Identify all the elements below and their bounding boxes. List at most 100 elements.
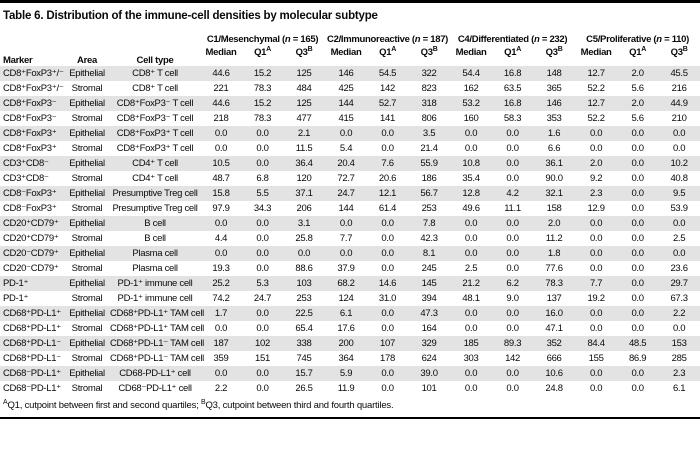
value-cell: 364 bbox=[338, 353, 354, 364]
value-cell: 0.0 bbox=[672, 323, 686, 334]
value-cell: 32.1 bbox=[545, 188, 563, 199]
value-cell: 0.0 bbox=[464, 308, 478, 319]
col-header-median: Median bbox=[330, 47, 362, 58]
value-cell: 10.6 bbox=[545, 368, 563, 379]
value-cell: 359 bbox=[213, 353, 229, 364]
marker-cell: CD8⁺FoxP3⁺ bbox=[3, 143, 57, 154]
marker-cell: CD68⁺PD-L1⁻ bbox=[3, 338, 61, 349]
value-cell: 7.7 bbox=[339, 233, 353, 244]
group-header-c4: C4/Differentiated (n = 232) bbox=[450, 29, 575, 45]
marker-cell: CD8⁺FoxP3⁻ bbox=[3, 113, 57, 124]
value-cell: 16.8 bbox=[503, 68, 522, 79]
group-header-c1: C1/Mesenchymal (n = 165) bbox=[200, 29, 325, 45]
value-cell: 36.4 bbox=[295, 158, 313, 169]
value-cell: 11.2 bbox=[545, 233, 563, 244]
value-cell: 11.5 bbox=[295, 143, 313, 154]
marker-cell: CD8⁻FoxP3⁺ bbox=[3, 188, 57, 199]
area-cell: Epithelial bbox=[69, 308, 105, 319]
value-cell: 0.0 bbox=[256, 368, 269, 379]
value-cell: 0.0 bbox=[631, 368, 644, 379]
value-cell: 0.0 bbox=[381, 233, 394, 244]
group-name: C4/Differentiated ( bbox=[457, 34, 534, 45]
value-cell: 142 bbox=[380, 83, 395, 94]
group-header-c2: C2/Immunoreactive (n = 187) bbox=[325, 29, 450, 45]
cell-type-cell: Presumptive Treg cell bbox=[112, 203, 198, 214]
value-cell: 125 bbox=[296, 68, 312, 79]
value-cell: 137 bbox=[546, 293, 562, 304]
area-cell: Stromal bbox=[71, 233, 103, 244]
cell-type-cell: CD68⁻PD-L1⁺ cell bbox=[118, 383, 192, 394]
cell-type-cell: CD8⁺ T cell bbox=[132, 68, 178, 79]
table-row: CD8⁺FoxP3⁺ Stromal CD8⁺FoxP3⁺ T cell 0.0 0.0… bbox=[0, 141, 700, 156]
value-cell: 42.3 bbox=[420, 233, 438, 244]
marker-cell: PD-1⁺ bbox=[3, 278, 29, 289]
value-cell: 0.0 bbox=[506, 368, 519, 379]
col-header-q3: Q3B bbox=[295, 45, 313, 58]
marker-cell: CD3⁺CD8⁻ bbox=[3, 173, 49, 184]
value-cell: 6.1 bbox=[339, 308, 353, 319]
cell-type-cell: CD8⁺FoxP3⁻ T cell bbox=[116, 98, 194, 109]
value-cell: 0.0 bbox=[631, 278, 644, 289]
col-header-marker: Marker bbox=[3, 55, 33, 66]
table-row: CD3⁺CD8⁻ Stromal CD4⁺ T cell 48.7 6.8 120 72.7… bbox=[0, 171, 700, 186]
value-cell: 187 bbox=[213, 338, 229, 349]
value-cell: 0.0 bbox=[214, 218, 228, 229]
value-cell: 52.7 bbox=[378, 98, 397, 109]
cell-type-cell: Presumptive Treg cell bbox=[112, 188, 198, 199]
value-cell: 624 bbox=[421, 353, 437, 364]
marker-cell: CD8⁺FoxP3⁺/⁻ bbox=[3, 68, 64, 79]
value-cell: 0.0 bbox=[589, 383, 603, 394]
value-cell: 0.0 bbox=[256, 218, 269, 229]
value-cell: 63.5 bbox=[503, 83, 522, 94]
table-row: CD8⁺FoxP3⁻ Stromal CD8⁺FoxP3⁻ T cell 218 78.… bbox=[0, 111, 700, 126]
table-row: CD8⁺FoxP3⁺/⁻ Stromal CD8⁺ T cell 221 78.3 484… bbox=[0, 81, 700, 96]
col-header-q1: Q1A bbox=[504, 45, 521, 58]
value-cell: 425 bbox=[338, 83, 354, 94]
value-cell: 285 bbox=[671, 353, 687, 364]
value-cell: 352 bbox=[546, 338, 562, 349]
value-cell: 221 bbox=[213, 83, 229, 94]
area-cell: Epithelial bbox=[69, 158, 105, 169]
cell-type-cell: CD68⁺PD-L1⁻ TAM cell bbox=[110, 338, 204, 349]
group-name: C2/Immunoreactive ( bbox=[327, 34, 415, 45]
value-cell: 6.2 bbox=[506, 278, 519, 289]
value-cell: 14.6 bbox=[378, 278, 397, 289]
cell-type-cell: PD-1⁺ immune cell bbox=[117, 278, 193, 289]
marker-cell: CD20⁻CD79⁺ bbox=[3, 263, 59, 274]
value-cell: 3.5 bbox=[422, 128, 436, 139]
area-cell: Epithelial bbox=[69, 368, 105, 379]
value-cell: 0.0 bbox=[589, 263, 603, 274]
cell-type-cell: PD-1⁺ immune cell bbox=[117, 293, 193, 304]
value-cell: 2.5 bbox=[672, 233, 686, 244]
value-cell: 216 bbox=[671, 83, 687, 94]
value-cell: 12.8 bbox=[462, 188, 480, 199]
value-cell: 0.0 bbox=[381, 263, 394, 274]
area-cell: Epithelial bbox=[69, 248, 105, 259]
value-cell: 24.8 bbox=[545, 383, 563, 394]
value-cell: 24.7 bbox=[337, 188, 355, 199]
value-cell: 101 bbox=[421, 383, 437, 394]
value-cell: 146 bbox=[338, 68, 354, 79]
value-cell: 0.0 bbox=[506, 233, 519, 244]
value-cell: 12.7 bbox=[587, 98, 605, 109]
value-cell: 19.3 bbox=[212, 263, 230, 274]
value-cell: 2.2 bbox=[214, 383, 228, 394]
group-count: = 110) bbox=[661, 34, 690, 45]
value-cell: 0.0 bbox=[256, 143, 269, 154]
table-row: PD-1⁺ Stromal PD-1⁺ immune cell 74.2 24.7 253… bbox=[0, 291, 700, 306]
value-cell: 0.0 bbox=[464, 128, 478, 139]
value-cell: 210 bbox=[671, 113, 687, 124]
value-cell: 31.0 bbox=[378, 293, 397, 304]
cell-type-cell: CD8⁺FoxP3⁺ T cell bbox=[116, 143, 194, 154]
immune-cell-density-table: Marker Area Cell type C1/Mesenchymal (n … bbox=[0, 29, 700, 396]
value-cell: 1.7 bbox=[214, 308, 228, 319]
value-cell: 74.2 bbox=[212, 293, 230, 304]
cell-type-cell: B cell bbox=[144, 218, 166, 229]
value-cell: 155 bbox=[588, 353, 604, 364]
value-cell: 158 bbox=[546, 203, 562, 214]
value-cell: 12.9 bbox=[587, 203, 605, 214]
value-cell: 84.4 bbox=[587, 338, 605, 349]
value-cell: 8.1 bbox=[422, 248, 436, 259]
value-cell: 477 bbox=[296, 113, 312, 124]
marker-cell: CD8⁺FoxP3⁺/⁻ bbox=[3, 83, 64, 94]
